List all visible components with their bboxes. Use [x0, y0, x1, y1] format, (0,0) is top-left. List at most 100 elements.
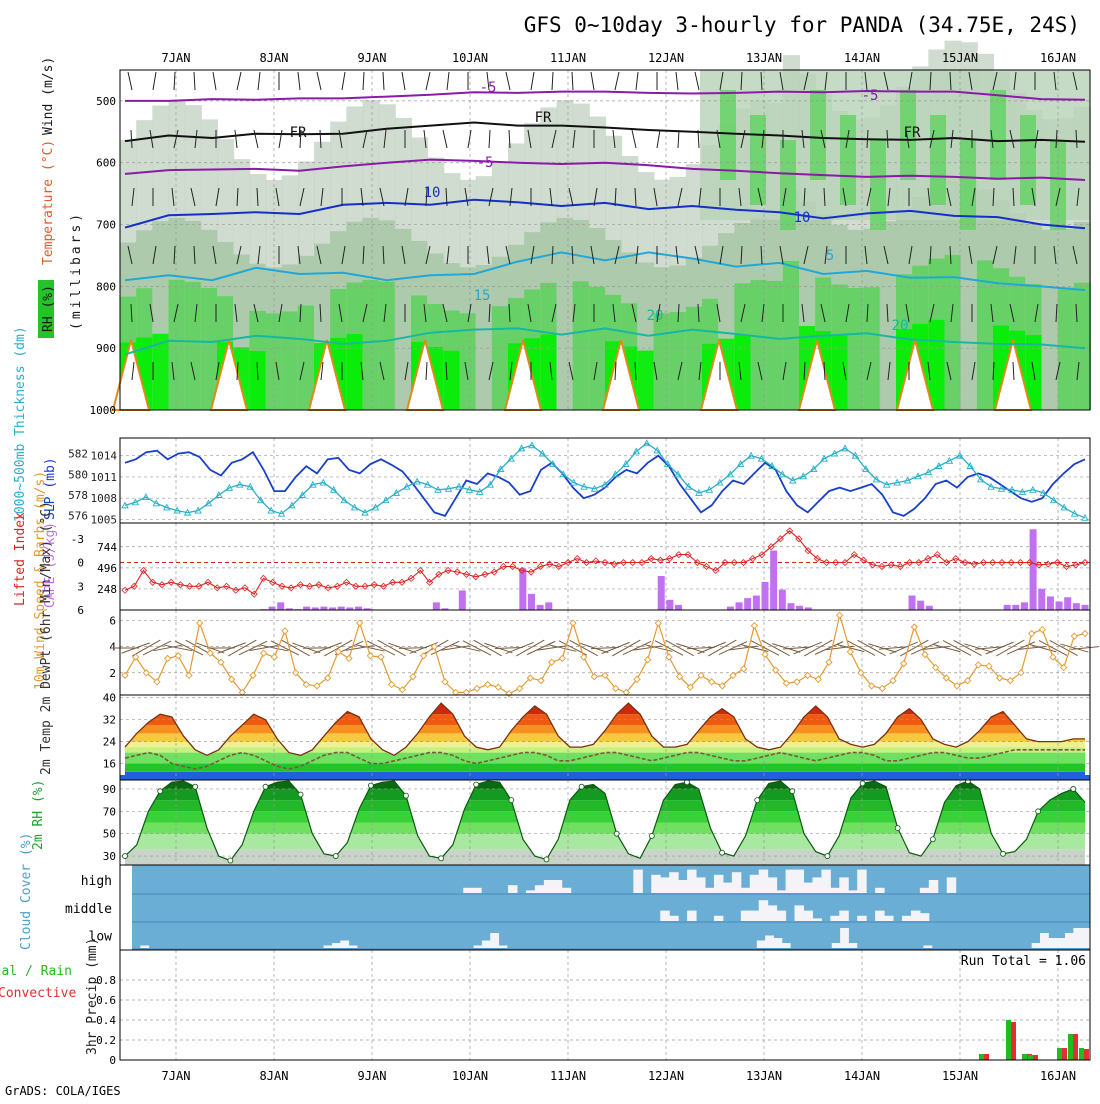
rh-shade-cell [443, 351, 460, 410]
bottom-day-label: 10JAN [452, 1069, 488, 1083]
top-day-label: 16JAN [1040, 51, 1076, 65]
rh-point [1036, 809, 1041, 814]
wind-speed-point [271, 654, 277, 660]
wind-speed-point [847, 649, 853, 655]
bottom-day-label: 8JAN [260, 1069, 289, 1083]
precip-total-bar [1022, 1054, 1027, 1060]
rh-point [228, 858, 233, 863]
wind-speed-point [165, 655, 171, 661]
wind-speed-point [495, 684, 501, 690]
cloud-bar-high [669, 872, 678, 893]
wind-speed-point [901, 661, 907, 667]
cloud-cover-label: Cloud Cover (%) [19, 833, 34, 950]
temp-label: 2m Temp 2m DewPt (6hr Min/Max) (°C) [39, 501, 54, 775]
cloud-bar-high [732, 872, 741, 893]
wind-speed-point [1071, 633, 1077, 639]
rh-tick-label: 70 [103, 805, 116, 818]
wind-speed-point [506, 691, 512, 697]
rh-point [965, 779, 970, 784]
cloud-bar-high [463, 888, 472, 893]
wind-speed-point [815, 676, 821, 682]
cloud-bar-middle [768, 905, 777, 921]
cape-bar [787, 603, 794, 610]
rh-point [123, 854, 128, 859]
wind-speed-point [751, 623, 757, 629]
rh-shade-cell [734, 335, 751, 410]
cloud-bar-high [875, 888, 884, 893]
cape-bar [433, 602, 440, 610]
isotherm-label: 15 [474, 288, 491, 304]
cloud-bar-high [562, 888, 571, 893]
cloud-bar-high [848, 890, 857, 893]
wind-panel: 246 [109, 610, 1099, 697]
cloud-bar-low [324, 946, 333, 949]
cloud-bar-high [777, 890, 786, 893]
rh-shade-cell [686, 307, 703, 410]
rh-shade-cell [654, 313, 671, 410]
isotherm-label: 10 [794, 210, 811, 226]
rh-band [120, 823, 1090, 834]
footer-credit: GrADS: COLA/IGES [5, 1084, 121, 1098]
wind-speed-point [805, 672, 811, 678]
cloud-bar-low [848, 943, 857, 948]
rh-point [790, 789, 795, 794]
cloud-bar-low [499, 946, 508, 949]
cloud-bar-high [857, 870, 866, 893]
wind-speed-point [282, 628, 288, 634]
cloud-level-label: high [81, 874, 112, 889]
top-day-label: 9JAN [358, 51, 387, 65]
rh-tick-label: 50 [103, 828, 116, 841]
top-day-label: 7JAN [162, 51, 191, 65]
cloud-bar-high [786, 870, 795, 893]
wind-tick-label: 2 [109, 667, 116, 680]
rh-shade-cell [1020, 115, 1036, 205]
cape-bar [909, 596, 916, 610]
rh-shade-cell [930, 115, 946, 205]
rh-point [509, 798, 514, 803]
cloud-bar-middle [687, 911, 696, 921]
wind-speed-point [357, 620, 363, 626]
wind-speed-point [186, 672, 192, 678]
cloud-bar-middle [714, 916, 723, 921]
cape-bar [744, 598, 751, 610]
pressure-tick-label: 700 [96, 219, 116, 232]
isotherm-label: 20 [647, 308, 664, 324]
wind-speed-point [911, 624, 917, 630]
wind-speed-point [741, 666, 747, 672]
wind-speed-point [197, 620, 203, 626]
rh-band [120, 849, 1090, 865]
cloud-bar-low [765, 936, 774, 949]
top-day-label: 10JAN [452, 51, 488, 65]
wind-speed-point [474, 685, 480, 691]
bottom-day-label: 13JAN [746, 1069, 782, 1083]
wind-speed-point [122, 672, 128, 678]
cape-bar [727, 607, 734, 610]
cloud-bar-middle [902, 916, 911, 921]
rh-point [579, 784, 584, 789]
cape-tick-label: 496 [97, 562, 117, 575]
cape-tick-label: 248 [97, 583, 117, 596]
cloud-bar-high [651, 875, 660, 893]
precip-total-legend: Total / Rain [0, 964, 72, 979]
cloud-bar-middle [795, 905, 804, 921]
temp-band [120, 753, 1090, 764]
cloud-bar-low [1048, 938, 1057, 948]
bottom-day-label: 7JAN [162, 1069, 191, 1083]
isotherm-label: FR [290, 125, 307, 141]
cape-bar [1021, 602, 1028, 610]
cloud-bar-low [1065, 933, 1074, 948]
cloud-bar-high [678, 880, 687, 893]
cloud-bar-middle [741, 911, 750, 921]
rh-shade-cell [540, 334, 557, 410]
cape-bar [736, 602, 743, 610]
rh-shade-cell [249, 351, 266, 410]
slp-tick-label: 1014 [91, 450, 118, 463]
top-day-label: 12JAN [648, 51, 684, 65]
cloud-labels: Cloud Cover (%) [19, 833, 34, 950]
rh-shade-cell [990, 90, 1006, 180]
wind-speed-point [378, 654, 384, 660]
cape-bar [1047, 596, 1054, 610]
cape-bar [1012, 605, 1019, 610]
precip-labels: Total / Rain Convective 3hr Precip (mm) [0, 938, 100, 1055]
